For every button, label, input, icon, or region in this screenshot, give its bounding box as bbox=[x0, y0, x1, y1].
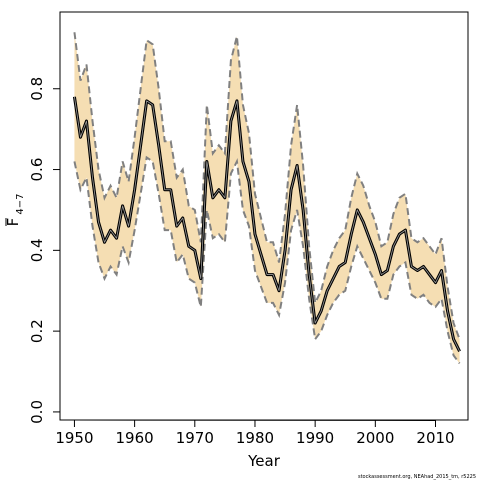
x-tick-label: 1960 bbox=[116, 429, 154, 447]
x-tick-label: 1990 bbox=[296, 429, 334, 447]
x-axis: 1950 1960 1970 1980 1990 2000 2010 bbox=[55, 419, 455, 447]
x-tick-label: 2000 bbox=[356, 429, 394, 447]
upper-bound-line bbox=[73, 32, 461, 340]
y-tick-label: 0.0 bbox=[28, 400, 46, 424]
plot-area bbox=[72, 32, 461, 365]
x-tick-label: 2010 bbox=[416, 429, 454, 447]
estimate-line-highlight bbox=[74, 96, 460, 352]
x-tick-label: 1970 bbox=[176, 429, 214, 447]
y-axis: 0.0 0.2 0.4 0.6 0.8 bbox=[28, 77, 61, 424]
y-axis-title-subscript: 4−7 bbox=[15, 193, 26, 214]
source-credit: stockassessment.org, NEAhad_2015_tm, r52… bbox=[358, 474, 476, 480]
y-tick-label: 0.6 bbox=[28, 158, 46, 182]
x-axis-title: Year bbox=[247, 452, 281, 470]
y-axis-title: F 4−7 bbox=[4, 193, 26, 226]
x-tick-label: 1950 bbox=[55, 429, 93, 447]
x-tick-label: 1980 bbox=[236, 429, 274, 447]
y-tick-label: 0.4 bbox=[28, 238, 46, 262]
confidence-band bbox=[74, 32, 460, 364]
y-tick-label: 0.8 bbox=[28, 77, 46, 101]
y-axis-title-main: F bbox=[4, 218, 22, 227]
y-tick-label: 0.2 bbox=[28, 319, 46, 343]
